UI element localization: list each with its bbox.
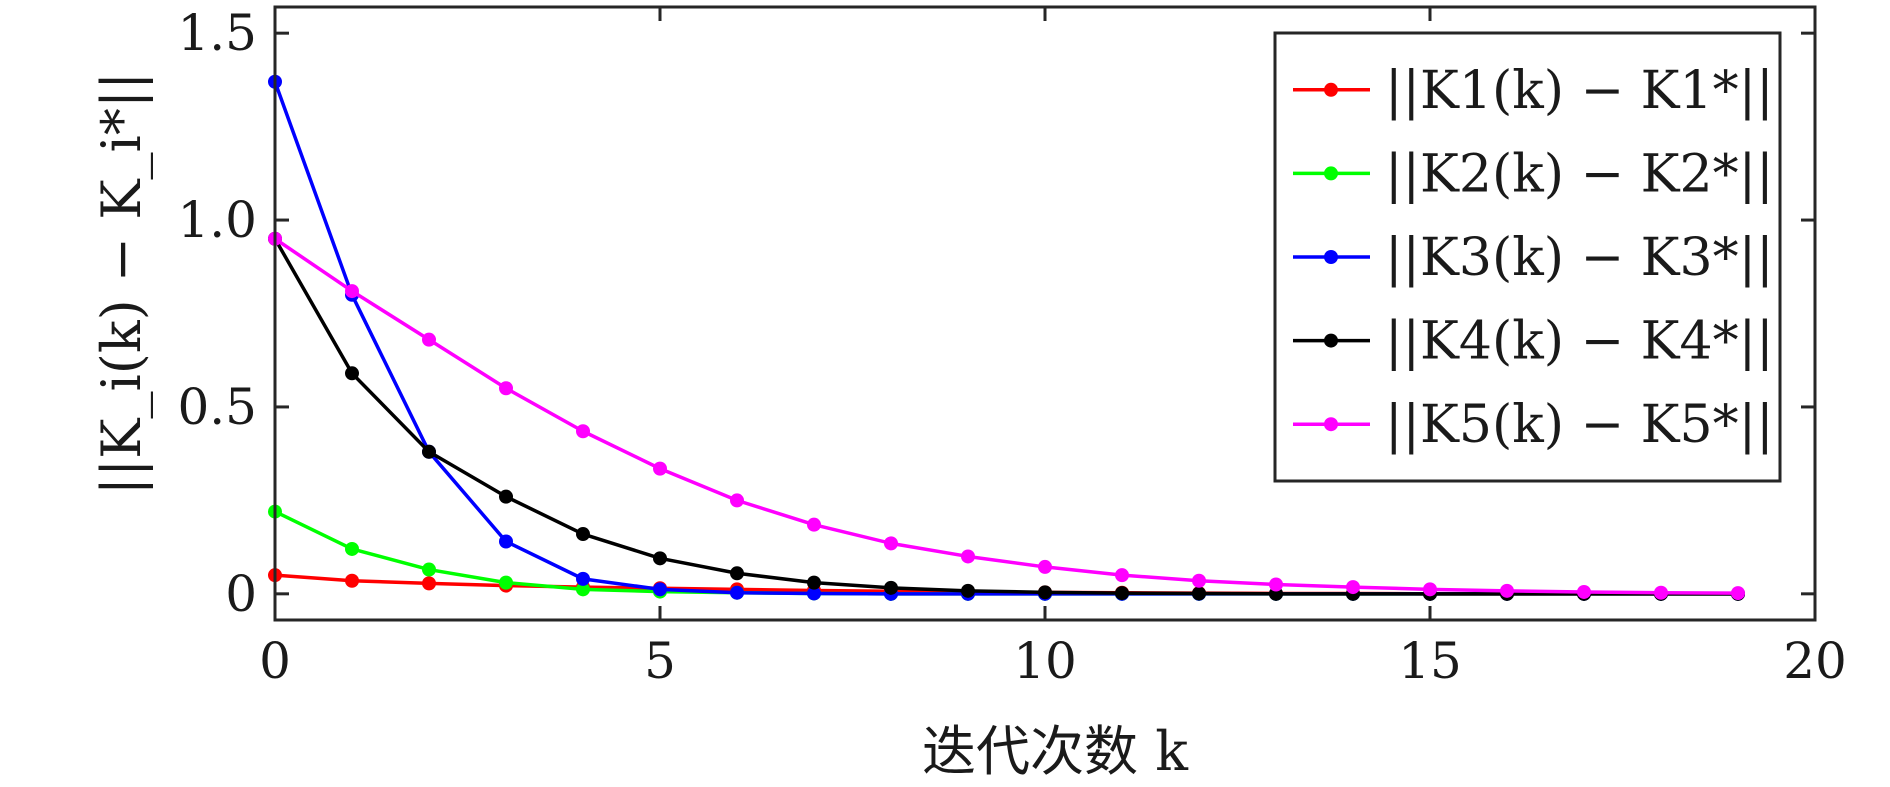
data-series bbox=[268, 74, 1745, 601]
legend-item: ||K2(k) − K2*|| bbox=[1293, 144, 1774, 204]
data-point bbox=[422, 332, 436, 347]
data-point bbox=[345, 573, 359, 588]
data-point bbox=[884, 580, 898, 595]
y-tick-label: 0.5 bbox=[177, 378, 257, 436]
data-point bbox=[1423, 582, 1437, 597]
data-point bbox=[730, 566, 744, 581]
data-point bbox=[499, 489, 513, 504]
data-point bbox=[1346, 580, 1360, 595]
data-point bbox=[1577, 584, 1591, 599]
data-point bbox=[576, 582, 590, 597]
data-point bbox=[1192, 573, 1206, 588]
series-line bbox=[274, 237, 1739, 595]
x-axis-label: 迭代次数 k bbox=[922, 720, 1189, 783]
data-point bbox=[576, 424, 590, 439]
data-point bbox=[653, 551, 667, 566]
data-point bbox=[499, 575, 513, 590]
legend-marker bbox=[1324, 333, 1338, 348]
data-point bbox=[1115, 586, 1129, 601]
legend-label: ||K4(k) − K4*|| bbox=[1385, 312, 1774, 372]
data-point bbox=[1269, 577, 1283, 592]
data-point bbox=[576, 571, 590, 586]
data-point bbox=[1731, 586, 1745, 601]
series-5 bbox=[268, 231, 1745, 601]
data-point bbox=[730, 493, 744, 508]
legend-marker bbox=[1324, 250, 1338, 264]
y-tick-label: 1.5 bbox=[177, 4, 257, 62]
data-point bbox=[961, 549, 975, 564]
legend-label: ||K3(k) − K3*|| bbox=[1385, 228, 1774, 288]
data-point bbox=[1500, 583, 1514, 598]
x-tick-label: 5 bbox=[644, 632, 676, 690]
series-line bbox=[273, 237, 1738, 596]
data-point bbox=[422, 444, 436, 459]
tick-labels: 0 5 10 15 20 0 0.5 1.0 1.5 bbox=[177, 4, 1846, 690]
series-line bbox=[274, 510, 1738, 596]
legend-marker bbox=[1324, 417, 1338, 432]
legend-label: ||K2(k) − K2*|| bbox=[1385, 144, 1774, 204]
y-tick-label: 0 bbox=[225, 565, 257, 623]
data-point bbox=[576, 527, 590, 542]
data-point bbox=[1654, 585, 1668, 600]
data-point bbox=[884, 536, 898, 551]
data-point bbox=[653, 582, 667, 597]
data-point bbox=[499, 534, 513, 549]
data-point bbox=[1038, 585, 1052, 600]
data-point bbox=[499, 381, 513, 396]
data-point bbox=[653, 461, 667, 476]
legend-label: ||K5(k) − K5*|| bbox=[1385, 395, 1774, 455]
data-point bbox=[345, 541, 359, 556]
data-point bbox=[807, 575, 821, 590]
legend: ||K1(k) − K1*|| ||K2(k) − K2*|| ||K3(k) − … bbox=[1273, 31, 1782, 483]
data-point bbox=[961, 583, 975, 598]
data-point bbox=[1038, 559, 1052, 574]
series-1 bbox=[268, 568, 1745, 601]
data-point bbox=[1192, 586, 1206, 601]
data-point bbox=[807, 517, 821, 532]
legend-item: ||K5(k) − K5*|| bbox=[1293, 395, 1774, 455]
data-point bbox=[345, 366, 359, 381]
x-tick-label: 0 bbox=[259, 632, 291, 690]
data-point bbox=[422, 576, 436, 591]
data-point bbox=[1115, 568, 1129, 583]
legend-item: ||K1(k) − K1*|| bbox=[1293, 61, 1774, 121]
data-point bbox=[422, 562, 436, 577]
plot-frame bbox=[273, 5, 1817, 622]
legend-item: ||K4(k) − K4*|| bbox=[1293, 312, 1774, 372]
y-tick-label: 1.0 bbox=[177, 191, 257, 249]
axis-ticks bbox=[273, 7, 1817, 620]
legend-marker bbox=[1324, 82, 1338, 97]
x-tick-label: 15 bbox=[1398, 632, 1462, 690]
legend-item: ||K3(k) − K3*|| bbox=[1293, 228, 1774, 288]
y-axis-label: ||K_i(k) − K_i*|| bbox=[90, 72, 153, 495]
legend-label: ||K1(k) − K1*|| bbox=[1385, 61, 1774, 121]
data-point bbox=[345, 284, 359, 299]
data-point bbox=[807, 586, 821, 601]
legend-marker bbox=[1324, 166, 1338, 181]
x-tick-label: 10 bbox=[1013, 632, 1077, 690]
x-tick-label: 20 bbox=[1783, 632, 1847, 690]
data-point bbox=[730, 585, 744, 600]
